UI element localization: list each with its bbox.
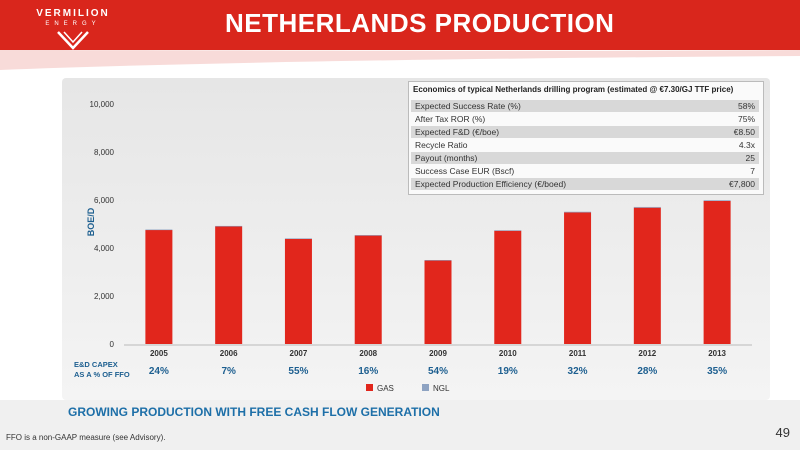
x-tick-label: 2008: [359, 349, 377, 358]
tagline: GROWING PRODUCTION WITH FREE CASH FLOW G…: [68, 405, 440, 419]
capex-label: E&D CAPEX AS A % OF FFO: [74, 360, 130, 380]
bar-ngl-2005: [145, 229, 173, 231]
logo-chevron-icon: [57, 31, 89, 50]
bar-ngl-2008: [354, 235, 382, 236]
economics-row-label: After Tax ROR (%): [415, 114, 486, 124]
economics-row: Expected Production Efficiency (€/boed) €…: [411, 178, 759, 190]
page-number: 49: [775, 425, 790, 440]
economics-row-label: Payout (months): [415, 153, 478, 163]
capex-label-line1: E&D CAPEX: [74, 360, 118, 369]
x-tick-label: 2005: [150, 349, 168, 358]
header-swoosh: [0, 50, 800, 90]
footnote: FFO is a non-GAAP measure (see Advisory)…: [6, 433, 166, 442]
capex-value: 7%: [221, 366, 236, 377]
capex-value: 54%: [428, 366, 448, 377]
economics-row-value: 58%: [737, 101, 755, 111]
bar-ngl-2011: [564, 211, 592, 213]
y-tick-label: 6,000: [94, 196, 115, 205]
bar-gas-2007: [284, 238, 312, 344]
company-logo: VERMILION ENERGY: [18, 6, 128, 50]
economics-row-label: Expected Success Rate (%): [415, 101, 521, 111]
y-tick-label: 10,000: [90, 100, 115, 109]
capex-value: 19%: [498, 366, 518, 377]
bar-ngl-2007: [284, 238, 312, 239]
capex-label-line2: AS A % OF FFO: [74, 370, 130, 379]
x-tick-label: 2013: [708, 349, 726, 358]
y-axis-label: BOE/D: [86, 207, 96, 236]
economics-row: Expected Success Rate (%) 58%: [411, 100, 759, 112]
bar-gas-2010: [494, 230, 522, 344]
legend-swatch-ngl: [422, 384, 429, 391]
economics-row-label: Expected Production Efficiency (€/boed): [415, 179, 567, 189]
bar-gas-2008: [354, 235, 382, 344]
header-banner: [0, 0, 800, 50]
x-tick-label: 2009: [429, 349, 447, 358]
economics-row-label: Recycle Ratio: [415, 140, 468, 150]
bar-gas-2005: [145, 230, 173, 344]
x-tick-label: 2011: [569, 349, 587, 358]
x-tick-label: 2007: [290, 349, 308, 358]
economics-row: Success Case EUR (Bscf) 7: [411, 165, 759, 177]
y-tick-label: 4,000: [94, 244, 115, 253]
bar-gas-2012: [633, 207, 661, 344]
logo-name: VERMILION: [36, 8, 110, 19]
footer-band: [0, 400, 800, 450]
capex-value: 28%: [637, 366, 657, 377]
economics-row: Recycle Ratio 4.3x: [411, 139, 759, 151]
y-tick-label: 2,000: [94, 292, 115, 301]
economics-row-value: 4.3x: [738, 140, 755, 150]
economics-row-value: 25: [745, 153, 755, 163]
bar-ngl-2010: [494, 230, 522, 231]
bar-gas-2011: [564, 212, 592, 344]
capex-value: 55%: [288, 366, 308, 377]
economics-row-value: €7,800: [729, 179, 755, 189]
production-chart: BOE/D 0 2,000 4,000 6,000 8,000 10,000 2005 20…: [86, 100, 752, 393]
bar-ngl-2013: [703, 200, 731, 201]
capex-value: 24%: [149, 366, 169, 377]
y-tick-label: 8,000: [94, 148, 115, 157]
legend-label-ngl: NGL: [433, 384, 450, 393]
bar-gas-2006: [215, 226, 243, 344]
legend-label-gas: GAS: [377, 384, 394, 393]
x-tick-label: 2010: [499, 349, 517, 358]
economics-row-label: Success Case EUR (Bscf): [415, 166, 515, 176]
capex-value: 32%: [568, 366, 588, 377]
economics-row-value: €8.50: [733, 127, 755, 137]
economics-table: Economics of typical Netherlands drillin…: [408, 81, 764, 195]
economics-row-label: Expected F&D (€/boe): [415, 127, 500, 137]
bar-ngl-2012: [633, 206, 661, 208]
y-tick-label: 0: [110, 340, 115, 349]
bar-gas-2009: [424, 260, 452, 344]
economics-row-value: 75%: [737, 114, 755, 124]
bar-gas-2013: [703, 200, 731, 344]
bar-ngl-2006: [215, 225, 243, 227]
economics-title: Economics of typical Netherlands drillin…: [413, 85, 734, 94]
capex-value: 16%: [358, 366, 378, 377]
bar-ngl-2009: [424, 260, 452, 261]
economics-row: After Tax ROR (%) 75%: [411, 113, 759, 125]
logo-sub: ENERGY: [45, 21, 101, 27]
economics-row: Expected F&D (€/boe) €8.50: [411, 126, 759, 138]
x-tick-label: 2006: [220, 349, 238, 358]
economics-row: Payout (months) 25: [411, 152, 759, 164]
x-tick-label: 2012: [638, 349, 656, 358]
capex-value: 35%: [707, 366, 727, 377]
legend-swatch-gas: [366, 384, 373, 391]
page-title: NETHERLANDS PRODUCTION: [225, 8, 615, 38]
economics-row-value: 7: [750, 166, 755, 176]
